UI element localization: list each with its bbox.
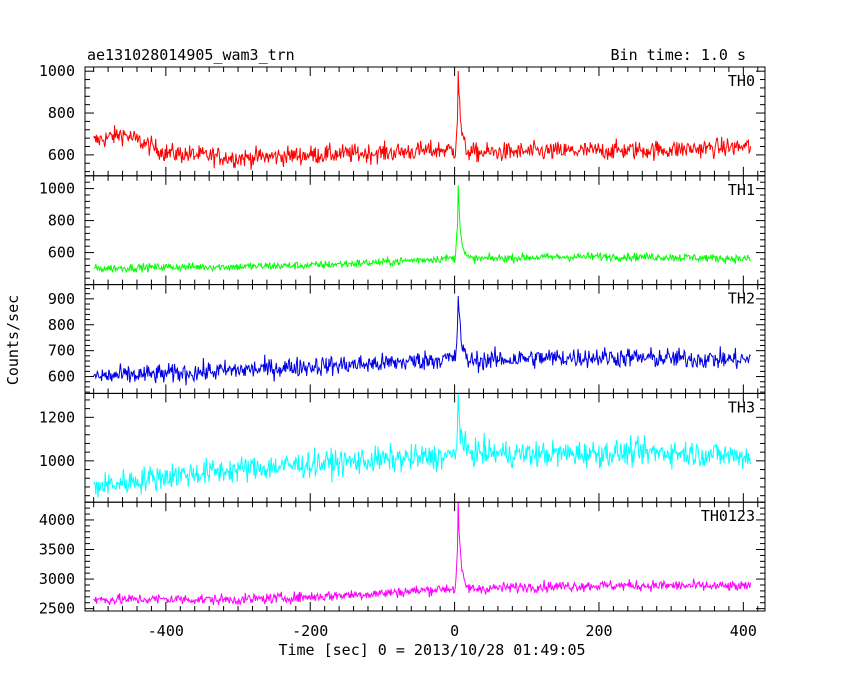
series-line-th2 [93, 295, 751, 386]
y-tick-label: 3000 [39, 570, 75, 588]
panel-label: TH0 [728, 72, 755, 90]
panel-label: TH0123 [701, 507, 755, 525]
y-tick-label: 600 [48, 146, 75, 164]
y-tick-label: 700 [48, 342, 75, 360]
panel-frame [84, 284, 766, 394]
y-tick-label: 600 [48, 244, 75, 262]
series-line-th0 [93, 70, 752, 170]
series-line-th3 [93, 393, 752, 498]
panel-th0: TH0 600 800 1000 [39, 62, 766, 177]
y-tick-label: 600 [48, 368, 75, 386]
y-tick-label: 800 [48, 212, 75, 230]
x-tick-label: 200 [585, 622, 612, 640]
y-tick-label: 1200 [39, 408, 75, 426]
y-tick-label: 900 [48, 290, 75, 308]
panel-th1: TH1 600 800 1000 [39, 175, 766, 286]
panel-th2: TH2 600 700 800 900 [48, 284, 766, 394]
y-tick-label: 2500 [39, 600, 75, 618]
series-line-th1 [93, 185, 751, 274]
y-tick-label: 4000 [39, 511, 75, 529]
series-line-th0123 [93, 502, 752, 606]
panel-th0123: TH0123 2500 3000 3500 4000 [39, 501, 766, 618]
y-axis-label: Counts/sec [4, 295, 22, 385]
x-axis-label: Time [sec] 0 = 2013/10/28 01:49:05 [278, 641, 585, 659]
panel-th3: TH3 1000 1200 [39, 392, 766, 503]
y-tick-label: 1000 [39, 180, 75, 198]
chart-title: ae131028014905_wam3_trn [87, 46, 295, 64]
panel-frame [84, 501, 766, 612]
y-tick-label: 800 [48, 104, 75, 122]
bin-time-label: Bin time: 1.0 s [611, 46, 746, 64]
y-tick-label: 3500 [39, 541, 75, 559]
panel-frame [84, 66, 766, 177]
y-tick-label: 800 [48, 316, 75, 334]
y-tick-label: 1000 [39, 62, 75, 80]
panel-label: TH2 [728, 290, 755, 308]
x-tick-label: 0 [450, 622, 459, 640]
x-tick-label: -400 [148, 622, 184, 640]
y-tick-label: 1000 [39, 452, 75, 470]
panels-group: TH0 600 800 1000 TH1 600 800 1000 TH2 600 700 800 90… [39, 62, 766, 618]
panel-frame [84, 175, 766, 286]
x-axis: -400 -200 0 200 400 [148, 622, 757, 640]
panel-label: TH3 [728, 398, 755, 416]
x-tick-label: -200 [292, 622, 328, 640]
x-tick-label: 400 [730, 622, 757, 640]
panel-label: TH1 [728, 181, 755, 199]
